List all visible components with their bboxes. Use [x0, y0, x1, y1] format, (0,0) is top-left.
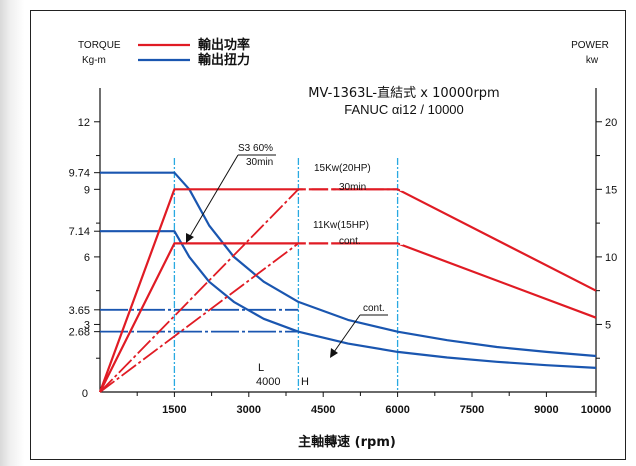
series-line: [98, 188, 597, 393]
x-tick-label: 4500: [311, 404, 335, 416]
legend-label: 輸出功率: [198, 37, 250, 53]
chart-title: MV-1363L-直結式 x 10000rpm: [308, 86, 499, 101]
chart-subtitle: FANUC αi12 / 10000: [344, 102, 464, 117]
series-line: [100, 230, 597, 369]
series-lines: [98, 171, 597, 393]
y-left-tick-label: 7.14: [69, 226, 90, 238]
annotation-11kw-cont: cont.: [339, 236, 361, 247]
chart-panel: [30, 10, 626, 460]
legend-label: 輸出扭力: [198, 52, 250, 68]
annotation-cont: cont.: [363, 303, 385, 314]
reference-lines: [100, 158, 399, 392]
x-tick-label: 10000: [581, 404, 612, 416]
y-right-title-line1: POWER: [571, 40, 609, 51]
y-left-tick-label: 3: [84, 319, 90, 331]
x-tick-label: 7500: [460, 404, 484, 416]
y-left-tick-label: 9: [84, 184, 90, 196]
y-right-tick-label: 15: [605, 184, 617, 196]
y-right-tick-label: 5: [605, 319, 611, 331]
annotation-s3-time: 30min: [246, 157, 273, 168]
x-tick-label: 6000: [385, 404, 409, 416]
y-left-tick-label: 2.68: [69, 327, 90, 339]
annotation-11kw: 11Kw(15HP): [313, 220, 369, 231]
x-tick-label: 9000: [534, 404, 558, 416]
annotation-s3: S3 60%: [238, 143, 273, 154]
series-line: [99, 242, 398, 393]
y-left-tick-label: 6: [84, 252, 90, 264]
annotation-arrow-line: [333, 314, 361, 353]
annotation-15kw: 15Kw(20HP): [314, 163, 371, 174]
x-axis-title: 主軸轉速 (rpm): [298, 434, 396, 450]
x-tick-label: 3000: [237, 404, 261, 416]
y-left-tick-label: 9.74: [69, 168, 90, 180]
annotation-low-l: L: [258, 362, 264, 374]
axes: 1500 3000 4500 6000 7500 9000 10000 0 12 9.74 9 7.1…: [69, 88, 617, 416]
annotation-15kw-time: 30min: [339, 182, 366, 193]
annotation-arrow-head: [186, 233, 194, 243]
y-right-title-line2: kw: [586, 55, 599, 66]
annotation-arrow-head: [330, 348, 338, 358]
y-left-title-line2: Kg-m: [82, 55, 106, 66]
annotation-low-4000: 4000: [256, 376, 280, 388]
series-line: [99, 188, 398, 393]
y-left-tick-label: 3.65: [69, 305, 90, 317]
y-left-title-line1: TORQUE: [78, 40, 121, 51]
y-right-tick-label: 20: [605, 117, 617, 129]
series-line: [99, 242, 597, 393]
y-right-tick-label: 10: [605, 252, 617, 264]
annotation-low-h: H: [301, 376, 309, 388]
annotation-arrow-line: [188, 154, 239, 239]
x-tick-label: 1500: [162, 404, 186, 416]
y-left-tick-label: 12: [78, 117, 90, 129]
x-origin-label: 0: [82, 388, 88, 400]
